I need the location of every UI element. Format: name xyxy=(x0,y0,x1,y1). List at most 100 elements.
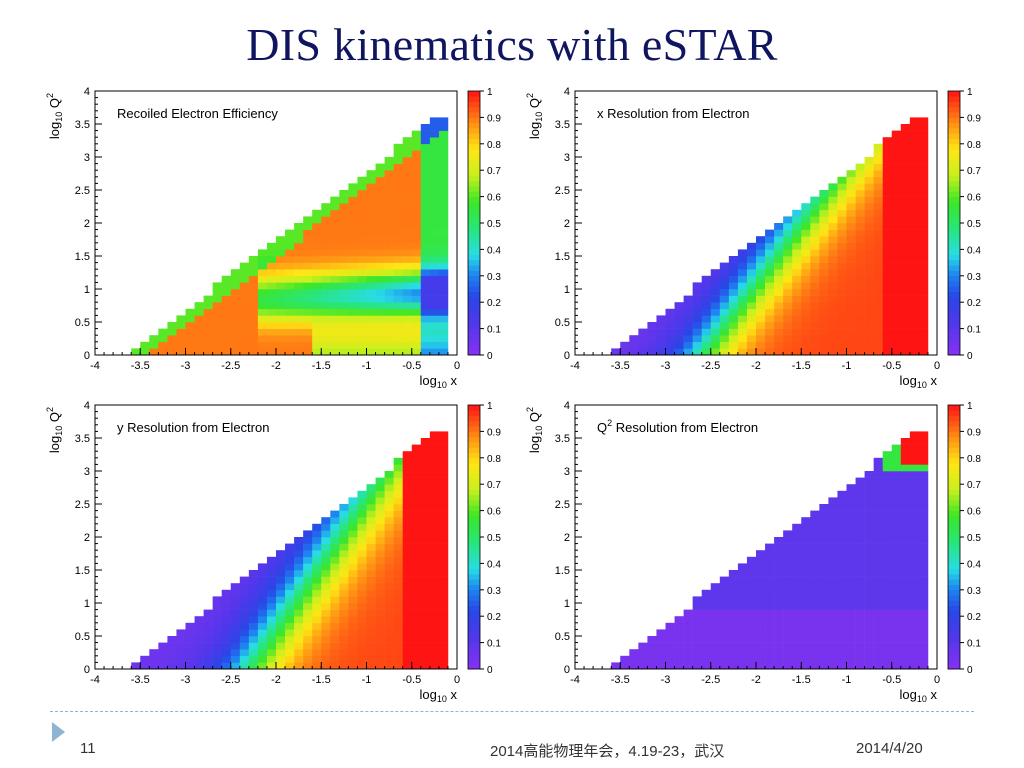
heatmap-cell xyxy=(176,348,186,356)
heatmap-cell xyxy=(348,504,358,511)
heatmap-cell xyxy=(783,530,793,538)
heatmap-cell xyxy=(765,262,775,270)
heatmap-cell xyxy=(411,556,422,564)
heatmap-cell xyxy=(900,229,911,237)
heatmap-cell xyxy=(348,537,358,544)
heatmap-cell xyxy=(774,328,784,336)
heatmap-cell xyxy=(402,157,413,164)
heatmap-cell xyxy=(438,295,449,303)
heatmap-cell xyxy=(357,622,367,630)
heatmap-cell xyxy=(303,335,313,343)
heatmap-cell xyxy=(909,451,920,459)
heatmap-cell xyxy=(411,510,422,518)
heatmap-cell xyxy=(828,289,838,296)
heatmap-cell xyxy=(239,609,250,617)
colorbar-segment xyxy=(948,605,960,612)
heatmap-cell xyxy=(692,335,702,343)
heatmap-cell xyxy=(239,302,250,310)
heatmap-cell xyxy=(837,583,847,591)
heatmap-cell xyxy=(765,583,775,591)
heatmap-cell xyxy=(248,583,259,591)
heatmap-cell xyxy=(864,209,874,217)
colorbar-segment xyxy=(468,531,480,538)
heatmap-cell xyxy=(330,603,340,610)
heatmap-cell xyxy=(420,543,431,551)
heatmap-cell xyxy=(774,655,784,663)
heatmap-cell xyxy=(312,209,322,217)
heatmap-cell xyxy=(212,622,222,630)
heatmap-cell xyxy=(429,576,440,584)
heatmap-cell xyxy=(366,242,376,250)
colorbar-segment xyxy=(468,410,480,416)
heatmap-cell xyxy=(384,517,394,525)
heatmap-cell xyxy=(756,583,766,591)
heatmap-cell xyxy=(375,308,385,316)
heatmap-cell xyxy=(774,583,784,591)
heatmap-cell xyxy=(276,642,286,650)
heatmap-cell xyxy=(918,295,929,303)
heatmap-cell xyxy=(855,629,865,637)
colorbar-tick-label: 0.8 xyxy=(967,140,981,151)
colorbar-segment xyxy=(948,637,960,643)
heatmap-cell xyxy=(909,124,920,131)
heatmap-cell xyxy=(348,262,358,270)
heatmap-cell xyxy=(882,616,893,624)
heatmap-cell xyxy=(846,504,856,511)
heatmap-cell xyxy=(864,242,874,250)
heatmap-cell xyxy=(230,315,241,323)
heatmap-cell xyxy=(366,576,376,584)
heatmap-cell xyxy=(873,190,883,197)
heatmap-cell xyxy=(375,203,385,211)
heatmap-cell xyxy=(873,537,883,544)
heatmap-cell xyxy=(846,282,856,290)
heatmap-cell xyxy=(230,649,241,657)
heatmap-cell xyxy=(792,543,802,551)
heatmap-cell xyxy=(420,655,431,663)
heatmap-cell xyxy=(891,457,902,465)
heatmap-cell xyxy=(765,269,775,277)
heatmap-cell xyxy=(873,269,883,277)
heatmap-cell xyxy=(330,649,340,657)
heatmap-cell xyxy=(909,655,920,663)
heatmap-cell xyxy=(384,216,394,224)
heatmap-cell xyxy=(674,322,684,329)
heatmap-cell xyxy=(438,517,449,525)
colorbar-segment xyxy=(468,552,480,559)
heatmap-cell xyxy=(357,322,367,329)
heatmap-cell xyxy=(855,269,865,277)
heatmap-cell xyxy=(737,570,748,577)
heatmap-cell xyxy=(185,328,195,336)
heatmap-cell xyxy=(438,242,449,250)
heatmap-cell xyxy=(375,256,385,263)
heatmap-cell xyxy=(312,322,322,329)
heatmap-cell xyxy=(873,622,883,630)
heatmap-cell xyxy=(420,137,431,145)
heatmap-cell xyxy=(783,649,793,657)
heatmap-cell xyxy=(909,603,920,610)
heatmap-cell xyxy=(873,302,883,310)
heatmap-cell xyxy=(828,556,838,564)
heatmap-cell xyxy=(411,484,422,492)
heatmap-cell xyxy=(420,451,431,459)
heatmap-cell xyxy=(810,570,820,577)
colorbar-segment xyxy=(468,468,480,475)
heatmap-cell xyxy=(819,556,829,564)
heatmap-cell xyxy=(248,295,259,303)
heatmap-cell xyxy=(819,642,829,650)
heatmap-cell xyxy=(765,629,775,637)
heatmap-cell xyxy=(285,341,295,349)
heatmap-cell xyxy=(276,262,286,270)
heatmap-cell xyxy=(402,143,413,151)
heatmap-cell xyxy=(746,563,757,571)
colorbar-segment xyxy=(468,478,480,485)
heatmap-cell xyxy=(149,341,159,349)
heatmap-cell xyxy=(683,655,693,663)
heatmap-cell xyxy=(366,530,376,538)
colorbar-segment xyxy=(468,201,480,208)
heatmap-cell xyxy=(900,543,911,551)
heatmap-cell xyxy=(837,616,847,624)
heatmap-cell xyxy=(194,335,204,343)
heatmap-cell xyxy=(756,609,766,617)
heatmap-cell xyxy=(692,636,702,643)
colorbar-tick-label: 0 xyxy=(487,351,493,362)
